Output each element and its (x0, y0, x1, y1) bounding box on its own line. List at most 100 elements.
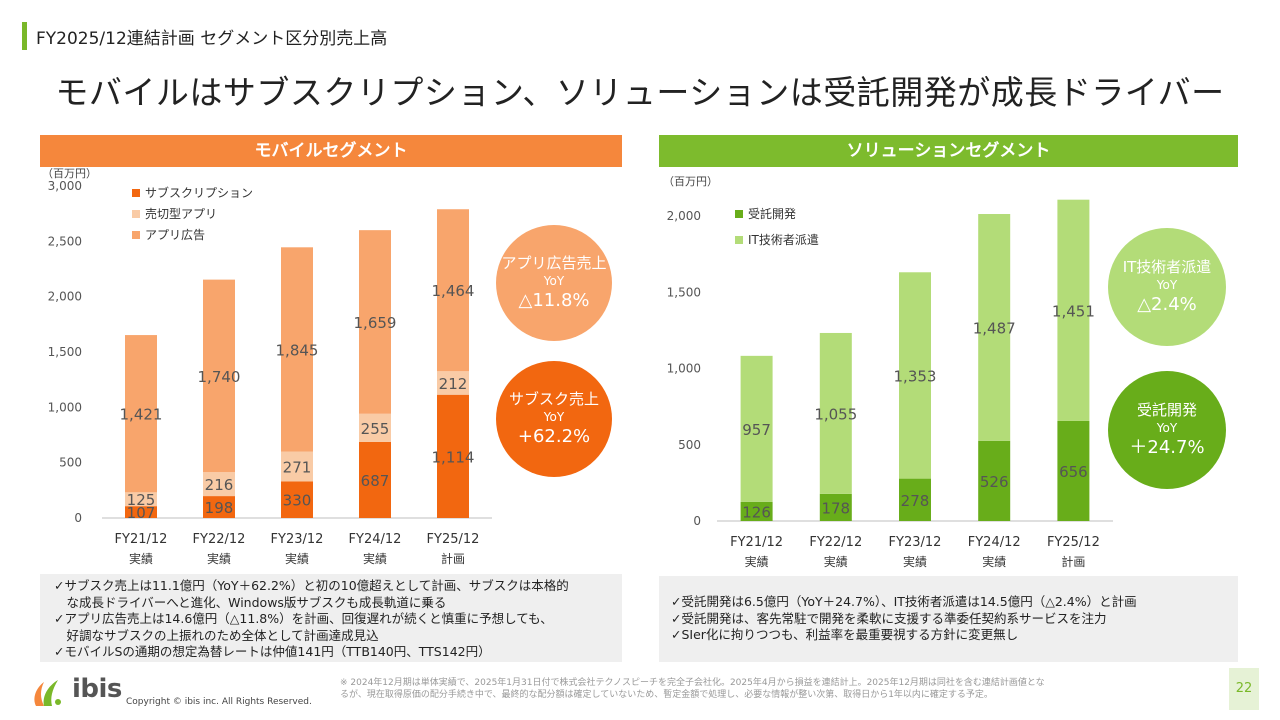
data-label: 255 (361, 420, 390, 438)
legend-label: 受託開発 (748, 206, 796, 221)
y-axis-unit-label: （百万円） (42, 167, 97, 180)
mobile-note-line: ✓サブスク売上は11.1億円（YoY＋62.2%）と初の10億超えとして計画、サ… (54, 578, 569, 593)
ibis-logo-icon (34, 680, 61, 706)
it-dispatch-circle-value: △2.4% (1137, 294, 1197, 315)
y-tick-label: 500 (678, 438, 701, 452)
bar-segment-1 (978, 214, 1011, 441)
bar-segment-1 (1057, 199, 1090, 421)
data-label: 1,659 (354, 314, 397, 332)
x-tick-label: FY25/12 (1047, 535, 1100, 550)
copyright: Copyright © ibis inc. All Rights Reserve… (126, 697, 312, 707)
footnote: ※ 2024年12月期は単体実績で、2025年1月31日付で株式会社テクノスピー… (340, 677, 1210, 701)
solution-segment-header: ソリューションセグメント (659, 135, 1238, 167)
contract-dev-circle-title: 受託開発 (1136, 401, 1197, 419)
ibis-logo-text: ibis (72, 674, 122, 704)
y-tick-label: 1,000 (48, 400, 82, 414)
bar-segment-0 (819, 493, 852, 521)
data-label: 1,464 (432, 282, 475, 300)
legend-swatch (735, 210, 743, 218)
it-dispatch-yoy-circle: IT技術者派遣 YoY △2.4% (1108, 228, 1226, 346)
slide-headline: モバイルはサブスクリプション、ソリューションは受託開発が成長ドライバー (55, 73, 1225, 112)
slide-kicker: FY2025/12連結計画 セグメント区分別売上高 (36, 29, 388, 49)
data-label: 1,740 (198, 368, 241, 386)
app-ads-circle-title: アプリ広告売上 (501, 254, 607, 272)
contract-dev-circle-yoy: YoY (1156, 421, 1178, 435)
page-number: 22 (1229, 668, 1259, 710)
data-label: 125 (127, 491, 156, 509)
subscription-circle-title: サブスク売上 (508, 390, 599, 408)
mobile-note-line: な成長ドライバーへと進化、Windows版サブスクも成長軌道に乗る (54, 594, 447, 610)
data-label: 1,055 (814, 405, 857, 423)
data-label: 526 (980, 473, 1009, 491)
y-tick-label: 1,000 (667, 362, 701, 376)
x-tick-label: FY23/12 (271, 532, 324, 547)
data-label: 1,845 (276, 341, 319, 359)
app-ads-yoy-circle: アプリ広告売上 YoY △11.8% (496, 225, 612, 341)
data-label: 687 (361, 472, 390, 490)
x-tick-sublabel: 実績 (982, 554, 1006, 569)
data-label: 178 (821, 499, 850, 517)
y-tick-label: 1,500 (48, 345, 82, 359)
x-tick-sublabel: 実績 (745, 554, 769, 569)
y-tick-label: 2,000 (48, 290, 82, 304)
data-label: 1,114 (432, 448, 475, 466)
x-tick-sublabel: 実績 (903, 554, 927, 569)
x-tick-sublabel: 実績 (129, 551, 153, 566)
bar-segment-0 (1057, 420, 1090, 521)
y-tick-label: 0 (693, 514, 701, 528)
bar-segment-1 (203, 472, 235, 497)
bar-segment-2 (125, 335, 157, 493)
data-label: 957 (742, 421, 771, 439)
x-tick-label: FY23/12 (889, 535, 942, 550)
data-label: 107 (127, 504, 156, 522)
bar-segment-1 (740, 355, 773, 502)
subscription-circle-value: +62.2% (517, 426, 591, 447)
x-tick-sublabel: 実績 (207, 551, 231, 566)
y-tick-label: 3,000 (48, 179, 82, 193)
x-tick-sublabel: 計画 (1061, 554, 1085, 569)
bar-segment-1 (359, 413, 391, 442)
data-label: 330 (283, 492, 312, 510)
app-ads-circle-yoy: YoY (543, 274, 565, 288)
bar-segment-0 (899, 478, 931, 521)
bar-segment-0 (359, 441, 391, 518)
x-tick-label: FY25/12 (427, 532, 480, 547)
mobile-stacked-bar-chart: （百万円） 0 500 1,000 1,500 2,000 2,500 3,000 107125… (42, 167, 492, 566)
footnote-line: るが、現在取得原価の配分手続き中で、最終的な配分額は確定していないため、暫定金額… (340, 690, 993, 700)
legend-label: アプリ広告 (145, 228, 205, 242)
data-label: 1,487 (973, 319, 1016, 337)
legend-swatch (132, 189, 140, 197)
bar-segment-2 (437, 209, 469, 372)
bar-segment-0 (203, 496, 235, 518)
data-label: 198 (205, 499, 234, 517)
x-tick-label: FY21/12 (115, 532, 168, 547)
bar-segment-2 (203, 279, 235, 473)
bar-segment-0 (281, 481, 313, 518)
bar-segment-2 (359, 230, 391, 414)
x-tick-sublabel: 実績 (285, 551, 309, 566)
bar-segment-0 (978, 440, 1011, 521)
subscription-circle-yoy: YoY (543, 410, 565, 424)
data-label: 271 (283, 458, 312, 476)
y-tick-label: 2,500 (48, 234, 82, 248)
x-tick-label: FY21/12 (730, 535, 783, 550)
footnote-line: ※ 2024年12月期は単体実績で、2025年1月31日付で株式会社テクノスピー… (340, 678, 1045, 688)
mobile-note-line: 好調なサブスクの上振れのため全体として計画達成見込 (54, 627, 379, 643)
bar-segment-1 (819, 332, 852, 494)
data-label: 212 (439, 375, 468, 393)
bar-segment-0 (740, 501, 773, 521)
contract-dev-yoy-circle: 受託開発 YoY ＋24.7% (1108, 371, 1226, 489)
data-label: 126 (742, 503, 771, 521)
data-label: 656 (1059, 463, 1088, 481)
data-label: 1,451 (1052, 302, 1095, 320)
y-axis-unit-label: （百万円） (663, 175, 718, 188)
mobile-notes-box: ✓サブスク売上は11.1億円（YoY＋62.2%）と初の10億超えとして計画、サ… (40, 574, 622, 662)
bar-segment-0 (125, 506, 157, 518)
x-tick-sublabel: 実績 (363, 551, 387, 566)
bar-segment-2 (281, 247, 313, 452)
data-label: 216 (205, 476, 234, 494)
legend-swatch (132, 210, 140, 218)
legend-label: 売切型アプリ (145, 206, 217, 221)
it-dispatch-circle-title: IT技術者派遣 (1122, 258, 1212, 276)
app-ads-circle-value: △11.8% (518, 290, 590, 311)
